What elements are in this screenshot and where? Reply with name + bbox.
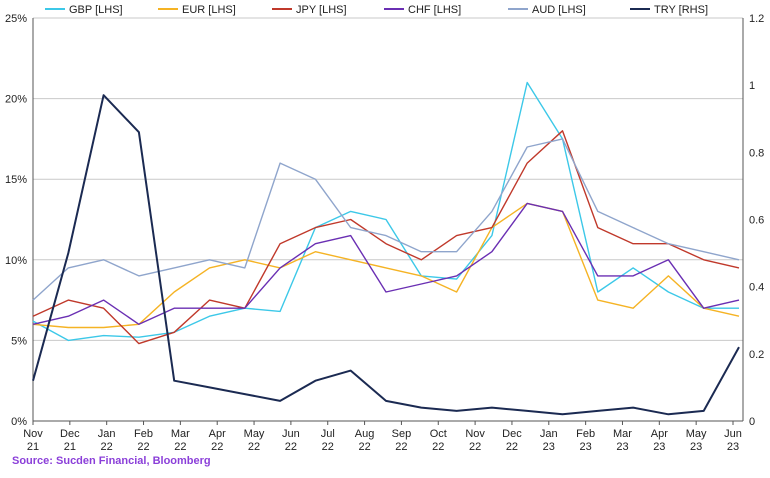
x-tick-year: 22 <box>395 441 407 453</box>
y-axis-right-labels: 0 0.2 0.4 0.6 0.8 1 1.2 <box>749 13 764 428</box>
y-left-tick-label: 5% <box>11 335 27 347</box>
y-left-tick-label: 15% <box>5 174 27 186</box>
y-right-tick-label: 0.2 <box>749 349 764 361</box>
x-tick-year: 22 <box>137 441 149 453</box>
x-tick-year: 22 <box>248 441 260 453</box>
series-line-3 <box>32 202 740 325</box>
x-tick-month: Sep <box>392 428 412 440</box>
legend-label: JPY [LHS] <box>296 4 347 16</box>
y-right-tick-label: 0.4 <box>749 282 764 294</box>
x-tick-month: Nov <box>23 428 43 440</box>
x-tick-month: Dec <box>502 428 522 440</box>
x-tick-year: 22 <box>285 441 297 453</box>
x-tick-year: 23 <box>616 441 628 453</box>
x-tick-month: Mar <box>171 428 190 440</box>
x-tick-month: Apr <box>209 428 226 440</box>
series-line-1 <box>32 202 740 329</box>
series-line-0 <box>32 81 739 342</box>
x-tick-year: 23 <box>690 441 702 453</box>
x-tick-year: 23 <box>653 441 665 453</box>
x-tick-year: 22 <box>358 441 370 453</box>
x-tick-month: Jan <box>98 428 116 440</box>
y-left-tick-label: 25% <box>5 13 27 25</box>
legend-label: AUD [LHS] <box>532 4 586 16</box>
x-tick-month: Jan <box>540 428 558 440</box>
x-tick-year: 22 <box>506 441 518 453</box>
x-tick-year: 23 <box>543 441 555 453</box>
x-tick-month: Oct <box>430 428 447 440</box>
legend: GBP [LHS] EUR [LHS] JPY [LHS] CHF [LHS] AUD … <box>45 4 708 16</box>
source-note: Source: Sucden Financial, Bloomberg <box>12 455 211 467</box>
y-right-tick-label: 1 <box>749 80 755 92</box>
y-left-tick-label: 10% <box>5 255 27 267</box>
x-tick-month: May <box>244 428 265 440</box>
x-tick-year: 22 <box>469 441 481 453</box>
series-line-5 <box>32 94 740 416</box>
x-tick-year: 22 <box>322 441 334 453</box>
legend-label: TRY [RHS] <box>654 4 708 16</box>
x-tick-year: 22 <box>101 441 113 453</box>
x-tick-month: Feb <box>134 428 153 440</box>
x-tick-month: Feb <box>576 428 595 440</box>
x-tick-month: Aug <box>355 428 375 440</box>
x-tick-year: 21 <box>27 441 39 453</box>
x-tick-month: Apr <box>651 428 668 440</box>
x-tick-year: 22 <box>211 441 223 453</box>
x-tick-year: 22 <box>174 441 186 453</box>
y-right-tick-label: 0.6 <box>749 215 764 227</box>
x-tick-month: May <box>686 428 707 440</box>
y-right-tick-label: 0 <box>749 416 755 428</box>
series-lines <box>32 81 740 416</box>
x-tick-month: Jun <box>282 428 300 440</box>
y-axis-left-labels: 0% 5% 10% 15% 20% 25% <box>5 13 27 428</box>
x-tick-month: Jun <box>724 428 742 440</box>
y-left-tick-label: 0% <box>11 416 27 428</box>
y-left-tick-label: 20% <box>5 94 27 106</box>
x-tick-month: Jul <box>321 428 335 440</box>
gridlines <box>33 17 743 341</box>
legend-label: CHF [LHS] <box>408 4 461 16</box>
series-line-2 <box>32 130 740 345</box>
axes <box>32 18 744 422</box>
legend-label: EUR [LHS] <box>182 4 236 16</box>
y-right-tick-label: 1.2 <box>749 13 764 25</box>
x-tick-month: Mar <box>613 428 632 440</box>
x-tick-month: Nov <box>465 428 485 440</box>
legend-label: GBP [LHS] <box>69 4 123 16</box>
x-tick-year: 21 <box>64 441 76 453</box>
x-tick-year: 23 <box>727 441 739 453</box>
y-right-tick-label: 0.8 <box>749 147 764 159</box>
x-axis-labels: Nov21Dec21Jan22Feb22Mar22Apr22May22Jun22… <box>23 421 742 453</box>
x-tick-month: Dec <box>60 428 80 440</box>
series-line-4 <box>32 138 740 301</box>
x-tick-year: 22 <box>432 441 444 453</box>
x-tick-year: 23 <box>580 441 592 453</box>
